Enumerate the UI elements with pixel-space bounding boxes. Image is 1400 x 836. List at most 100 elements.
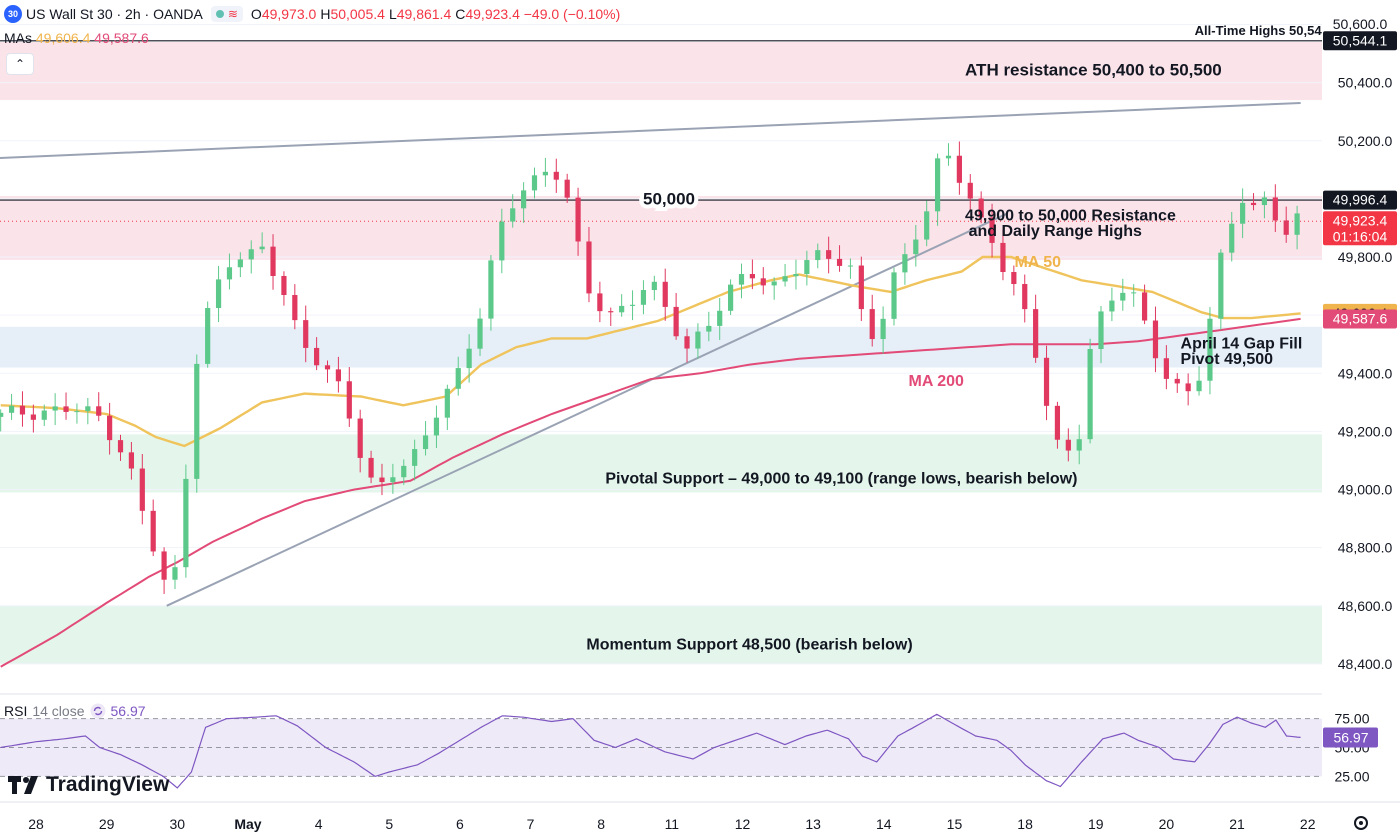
candle[interactable] — [542, 157, 548, 187]
candle[interactable] — [444, 384, 450, 431]
candle[interactable] — [967, 174, 973, 212]
candle[interactable] — [934, 153, 941, 226]
candle[interactable] — [695, 323, 701, 359]
collapse-legend-button[interactable]: ⌃ — [6, 53, 34, 75]
candle[interactable] — [1185, 373, 1191, 406]
settings-icon[interactable] — [1354, 816, 1368, 830]
candle[interactable] — [597, 281, 603, 323]
candle[interactable] — [662, 268, 668, 321]
price-axis[interactable]: 50,600.0 50,400.0 50,200.0 49,800.0 49,400.0… — [1322, 0, 1400, 836]
candle[interactable] — [771, 277, 777, 300]
candle[interactable] — [847, 258, 854, 279]
candle[interactable] — [1272, 184, 1278, 232]
candle[interactable] — [1054, 401, 1061, 449]
candle[interactable] — [575, 187, 581, 256]
candle[interactable] — [52, 393, 58, 426]
candle[interactable] — [1283, 206, 1289, 243]
candle[interactable] — [205, 301, 211, 368]
candle[interactable] — [891, 267, 897, 326]
candle[interactable] — [793, 259, 799, 290]
candlestick-series[interactable] — [0, 141, 1300, 594]
candle[interactable] — [880, 306, 886, 354]
candle[interactable] — [433, 405, 440, 449]
candle[interactable] — [63, 392, 69, 420]
candle[interactable] — [902, 243, 908, 285]
candle[interactable] — [1229, 211, 1235, 262]
candle[interactable] — [1218, 249, 1224, 330]
candle[interactable] — [401, 459, 407, 485]
candle[interactable] — [281, 271, 287, 306]
price-badge[interactable]: 50,544.1 — [1323, 31, 1397, 51]
candle[interactable] — [422, 421, 429, 456]
candle[interactable] — [706, 311, 712, 342]
candle[interactable] — [1109, 287, 1115, 322]
price-badge[interactable]: 50,600.0 — [1323, 15, 1397, 35]
candle[interactable] — [1240, 188, 1246, 239]
candle[interactable] — [324, 360, 331, 383]
candle[interactable] — [390, 463, 396, 494]
candle[interactable] — [314, 337, 320, 371]
candle[interactable] — [956, 141, 962, 195]
candle[interactable] — [782, 264, 788, 287]
candle[interactable] — [226, 253, 233, 290]
candle[interactable] — [96, 392, 102, 422]
candle[interactable] — [673, 293, 679, 340]
rsi-badge[interactable]: 56.97 — [1323, 727, 1378, 748]
candle[interactable] — [8, 394, 15, 420]
refresh-icon[interactable] — [90, 703, 106, 719]
candle[interactable] — [1076, 424, 1082, 465]
candle[interactable] — [945, 143, 952, 166]
candle[interactable] — [357, 409, 363, 473]
time-axis[interactable]: 28 29 30 May 4 5 6 7 8 11 12 13 14 15 18 19 20 21 22 — [0, 801, 1400, 832]
candle[interactable] — [183, 464, 189, 578]
candle[interactable] — [836, 245, 843, 272]
candle[interactable] — [412, 439, 418, 481]
candle[interactable] — [815, 243, 821, 269]
candle[interactable] — [1261, 191, 1268, 219]
candle[interactable] — [727, 279, 734, 316]
candle[interactable] — [510, 194, 516, 228]
candle[interactable] — [215, 265, 222, 323]
candle[interactable] — [629, 290, 636, 321]
trendline-0[interactable] — [0, 102, 1301, 159]
candle[interactable] — [564, 173, 570, 203]
candle[interactable] — [869, 294, 875, 347]
candle[interactable] — [684, 328, 690, 363]
candle[interactable] — [978, 191, 984, 224]
candle[interactable] — [1087, 338, 1093, 444]
candle[interactable] — [1174, 373, 1180, 393]
symbol-badge-icon[interactable]: 30 — [4, 5, 22, 23]
candle[interactable] — [924, 200, 930, 247]
status-pill[interactable]: ≋ — [210, 6, 243, 22]
candle[interactable] — [1207, 307, 1213, 395]
tradingview-logo[interactable]: TradingView — [8, 773, 169, 797]
trendline-1[interactable] — [166, 212, 1008, 607]
candle[interactable] — [150, 499, 156, 557]
candle[interactable] — [1131, 284, 1137, 307]
price-badge[interactable]: 49,996.4 — [1323, 190, 1397, 210]
candle[interactable] — [1120, 278, 1126, 311]
candle[interactable] — [270, 234, 276, 290]
candle[interactable] — [1000, 229, 1006, 281]
candle[interactable] — [335, 356, 341, 393]
candle[interactable] — [248, 240, 254, 274]
candle[interactable] — [989, 203, 995, 258]
candle[interactable] — [586, 227, 592, 303]
candle[interactable] — [1141, 284, 1148, 325]
candle[interactable] — [139, 454, 145, 525]
candle[interactable] — [194, 354, 200, 493]
candle[interactable] — [1043, 345, 1050, 421]
rsi-legend[interactable]: RSI 14 close 56.97 — [4, 703, 146, 719]
candle[interactable] — [1098, 305, 1104, 364]
candle[interactable] — [1011, 265, 1017, 296]
candle[interactable] — [477, 308, 483, 356]
candle[interactable] — [553, 158, 559, 193]
candle[interactable] — [531, 167, 538, 199]
candle[interactable] — [1033, 294, 1039, 363]
candle[interactable] — [640, 280, 647, 315]
ma200-line[interactable] — [0, 317, 1301, 668]
candle[interactable] — [1163, 345, 1169, 390]
candle[interactable] — [804, 250, 810, 286]
candle[interactable] — [738, 263, 745, 299]
rsi-pane[interactable] — [0, 693, 1400, 789]
